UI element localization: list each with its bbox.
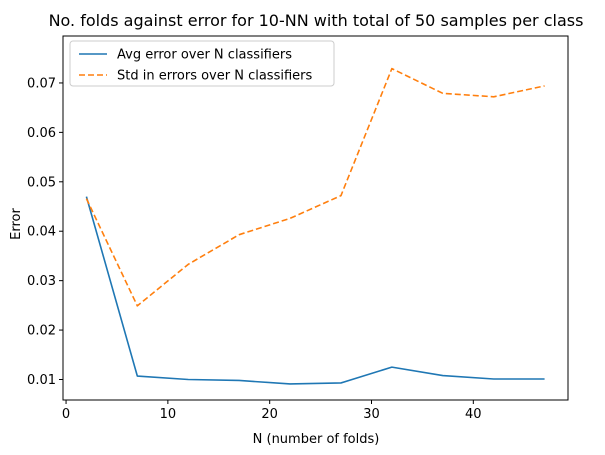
legend-box [69, 40, 335, 87]
series-line-2 [85, 67, 545, 307]
x-axis-label: N (number of folds) [253, 432, 380, 447]
y-tick-label: 0.02 [27, 324, 56, 339]
x-tick-label: 20 [261, 407, 278, 422]
y-tick-label: 0.01 [27, 373, 56, 388]
legend-label: Std in errors over N classifiers [117, 69, 312, 84]
chart-title: No. folds against error for 10-NN with t… [49, 11, 584, 30]
legend-label: Avg error over N classifiers [117, 48, 292, 63]
y-tick-label: 0.06 [27, 126, 56, 141]
y-tick-label: 0.04 [27, 225, 56, 240]
axes-frame [62, 35, 569, 401]
x-tick-label: 0 [62, 407, 70, 422]
legend: Avg error over N classifiers Std in error… [69, 40, 335, 87]
x-axis: 0 10 20 30 40 [62, 400, 482, 422]
x-tick-label: 40 [465, 407, 482, 422]
y-tick-label: 0.05 [27, 175, 56, 190]
series-line-1 [85, 196, 545, 385]
x-tick-label: 10 [160, 407, 177, 422]
y-tick-label: 0.03 [27, 274, 56, 289]
plot-area [85, 67, 545, 385]
y-axis: 0.01 0.02 0.03 0.04 0.05 0.06 0.07 [27, 76, 63, 388]
x-tick-label: 30 [363, 407, 380, 422]
y-tick-label: 0.07 [27, 76, 56, 91]
y-axis-label: Error [9, 208, 24, 240]
